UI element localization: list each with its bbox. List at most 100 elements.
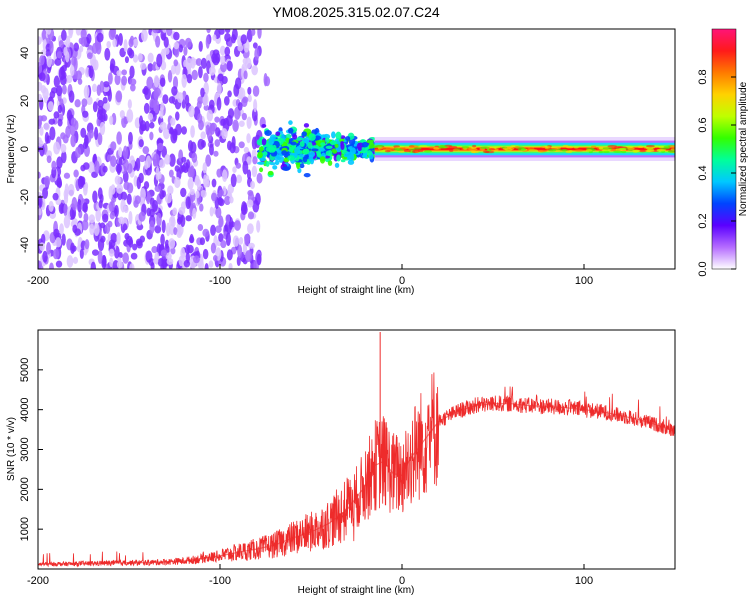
- spectrogram-cell: [613, 150, 623, 153]
- spectrogram-cell: [257, 29, 262, 39]
- spectrogram-cell: [92, 83, 97, 93]
- spectrogram-cell: [218, 198, 225, 207]
- spectrogram-cell: [251, 107, 258, 122]
- spectrogram-cell: [151, 200, 159, 212]
- spectrogram-cell: [49, 126, 56, 141]
- spectrogram-cell: [205, 154, 212, 167]
- spectrogram-cell: [366, 139, 374, 144]
- snr-y-tick-label: 3000: [19, 437, 31, 461]
- spectrogram-cell: [232, 166, 237, 174]
- spectrogram-cell: [144, 120, 150, 132]
- spectrogram-cell: [206, 109, 214, 122]
- spectrogram-cell: [205, 35, 210, 49]
- spectrogram-cell: [185, 196, 191, 210]
- spectrogram-cell: [102, 165, 108, 173]
- spectrogram-cell: [232, 235, 240, 247]
- spectrogram-cell: [38, 171, 41, 179]
- spectrogram-cell: [82, 162, 90, 170]
- spectrogram-cell: [281, 166, 290, 171]
- spectrogram-cell: [114, 73, 121, 86]
- spectrogram-cell: [480, 146, 490, 149]
- spectrogram-cell: [84, 239, 90, 250]
- spectrogram-cell: [135, 157, 141, 172]
- spectrogram-cell: [345, 136, 351, 141]
- spectrogram-cell: [208, 66, 216, 76]
- spectrogram-cell: [55, 237, 62, 248]
- snr-y-tick-label: 4000: [19, 397, 31, 421]
- spectrogram-cell: [618, 147, 627, 151]
- spectrogram-cell: [46, 155, 52, 164]
- snr-trend: [38, 403, 675, 565]
- spectrogram-cell: [185, 57, 193, 71]
- spectrogram-cell: [106, 154, 112, 162]
- spectrogram-cell: [256, 161, 265, 165]
- spectrogram-cell: [97, 99, 104, 108]
- spectrogram-cell: [187, 177, 194, 190]
- spectrogram-cell: [191, 152, 198, 163]
- spectrogram-cell: [210, 192, 217, 202]
- spectrogram-cell: [116, 131, 122, 145]
- spectrogram-cell: [82, 202, 88, 213]
- spectrogram-cell: [109, 257, 114, 268]
- spectrogram-cell: [192, 207, 197, 219]
- spectrogram-cell: [221, 128, 228, 140]
- spectrogram-cell: [210, 224, 216, 236]
- spectrogram-cell: [230, 173, 237, 188]
- spectrogram-cell: [38, 139, 44, 148]
- spectrogram-cell: [319, 156, 326, 162]
- spectrogram-cell: [83, 183, 88, 196]
- spectrogram-cell: [52, 192, 59, 201]
- spectrogram-cell: [104, 47, 111, 61]
- spectrogram-cell: [225, 214, 231, 224]
- spectrogram-cell: [246, 116, 252, 129]
- spectrogram-cell: [172, 207, 178, 216]
- spectrogram-cell: [299, 163, 305, 169]
- spectrogram-cell: [189, 233, 194, 243]
- spectrogram-cell: [248, 242, 255, 249]
- spectrogram-cell: [129, 263, 135, 269]
- spectrogram-cell: [102, 81, 110, 88]
- spectrogram-cell: [132, 243, 138, 251]
- spectrogram-cell: [83, 85, 90, 99]
- spectrogram-cell: [336, 154, 341, 162]
- spectrogram-cell: [228, 262, 233, 269]
- spectrogram-cell: [95, 208, 102, 222]
- spectrogram-cell: [181, 99, 186, 109]
- spectrogram-cell: [171, 86, 178, 96]
- snr-y-tick-label: 5000: [19, 358, 31, 382]
- spectrogram-cell: [236, 255, 241, 267]
- spectrogram-cell: [667, 150, 675, 153]
- spectrogram-cell: [366, 150, 373, 156]
- spectrogram-cell: [209, 206, 214, 217]
- spectrogram-cell: [116, 260, 123, 269]
- spectrogram-cell: [417, 149, 424, 153]
- spectrogram-cell: [574, 149, 584, 152]
- spectrogram-cell: [147, 113, 154, 121]
- spectrogram-cell: [186, 73, 193, 84]
- spectrogram-cell: [154, 225, 162, 234]
- spectrogram-cell: [73, 42, 80, 52]
- spectrogram-cell: [80, 29, 87, 40]
- spectrogram-cell: [472, 144, 477, 148]
- spectrogram-cell: [375, 145, 384, 148]
- spectrogram-cell: [204, 262, 209, 269]
- spectrogram-cell: [136, 240, 143, 249]
- spectrogram-cell: [221, 75, 228, 85]
- spectrogram-cell: [203, 174, 208, 188]
- spectrogram-cell: [155, 35, 161, 48]
- spectrogram-cell: [403, 149, 412, 153]
- spectrogram-cell: [262, 151, 268, 156]
- spectrogram-cell: [56, 180, 62, 188]
- spectrogram-cell: [278, 156, 285, 163]
- spectrogram-x-tick-label: -100: [209, 275, 231, 287]
- spectrogram-cell: [638, 149, 647, 153]
- spectrogram-cell: [53, 141, 61, 155]
- colorbar: 0.0 0.2 0.4 0.6 0.8 Normalized spectral ampl…: [697, 28, 749, 277]
- spectrogram-cell: [241, 112, 247, 121]
- spectrogram-cell: [206, 29, 211, 34]
- spectrogram-cell: [393, 145, 400, 148]
- spectrogram-cell: [224, 195, 231, 206]
- spectrogram-cell: [139, 235, 146, 243]
- spectrogram-cell: [143, 85, 149, 96]
